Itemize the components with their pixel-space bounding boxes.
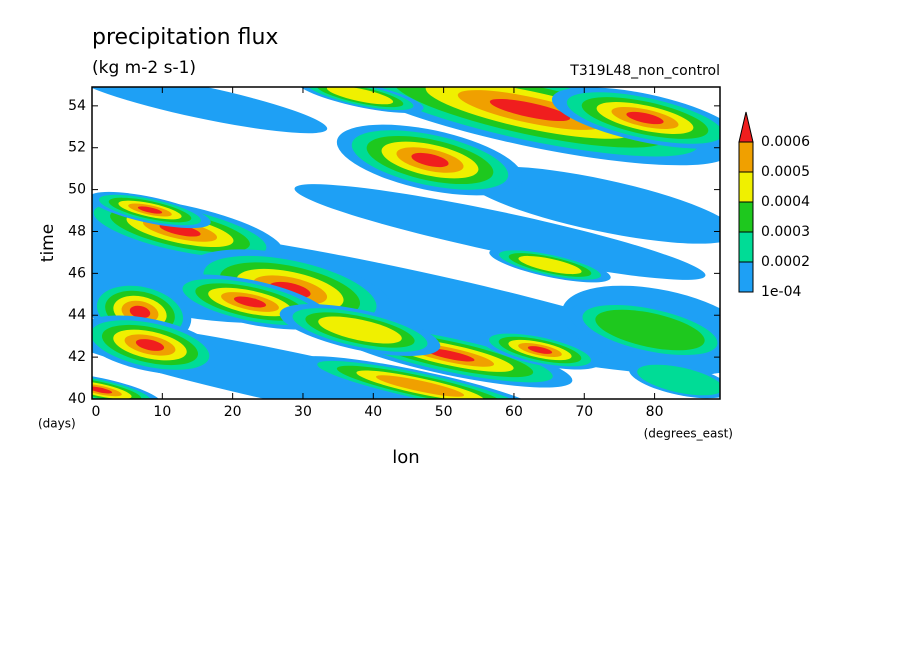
colorbar-box — [738, 261, 754, 293]
contour-region — [92, 87, 328, 134]
colorbar-label: 0.0004 — [761, 194, 810, 210]
contour-region — [294, 184, 706, 280]
plot-frame — [91, 86, 721, 400]
colorbar-box — [738, 171, 754, 203]
x-tick-label: 30 — [294, 404, 312, 420]
x-axis-label: lon — [392, 447, 419, 468]
contour-region — [135, 339, 165, 351]
chart-subtitle: (kg m-2 s-1) — [92, 58, 196, 78]
contour-region — [637, 364, 720, 396]
annotation: T319L48_non_control — [569, 63, 720, 79]
contour-region — [159, 223, 201, 237]
contour-region — [462, 166, 720, 244]
y-tick-label: 54 — [68, 98, 86, 114]
y-tick-label: 44 — [68, 307, 86, 323]
contour-region — [518, 255, 582, 275]
field — [92, 87, 720, 399]
chart-title: precipitation flux — [92, 25, 278, 50]
y-tick-label: 50 — [68, 182, 86, 198]
x-tick-label: 0 — [92, 404, 101, 420]
x-tick-label: 80 — [646, 404, 664, 420]
y-tick-label: 42 — [68, 349, 86, 365]
x-tick-label: 40 — [364, 404, 382, 420]
contour-region — [326, 87, 394, 105]
colorbar-label: 0.0005 — [761, 164, 810, 180]
y-tick-label: 52 — [68, 140, 86, 156]
colorbar-label: 0.0002 — [761, 254, 810, 270]
contour-region — [425, 348, 475, 362]
contour-region — [129, 305, 151, 319]
colorbar-box — [738, 201, 754, 233]
contour-region — [137, 206, 163, 214]
y-unit: (days) — [38, 417, 76, 431]
y-tick-label: 46 — [68, 265, 86, 281]
contour-region — [595, 309, 705, 351]
contour-region — [489, 98, 571, 122]
x-tick-label: 60 — [505, 404, 523, 420]
x-tick-label: 10 — [153, 404, 171, 420]
contour-region — [92, 386, 113, 394]
contour-region — [626, 111, 664, 125]
x-unit: (degrees_east) — [644, 427, 733, 441]
colorbar-label: 0.0003 — [761, 224, 810, 240]
x-tick-label: 50 — [435, 404, 453, 420]
x-tick-label: 20 — [224, 404, 242, 420]
contour-region — [375, 375, 465, 397]
colorbar-arrow — [738, 111, 754, 143]
colorbar-label: 0.0006 — [761, 134, 810, 150]
y-tick-label: 48 — [68, 223, 86, 239]
colorbar-box — [738, 141, 754, 173]
contour-region — [318, 316, 402, 344]
contour-region — [233, 296, 267, 308]
colorbar-label: 1e-04 — [761, 284, 801, 300]
contour-region — [527, 346, 553, 354]
y-axis-label: time — [38, 224, 58, 262]
x-tick-label: 70 — [575, 404, 593, 420]
y-tick-label: 40 — [68, 391, 86, 407]
colorbar-box — [738, 231, 754, 263]
contour-region — [411, 152, 449, 168]
